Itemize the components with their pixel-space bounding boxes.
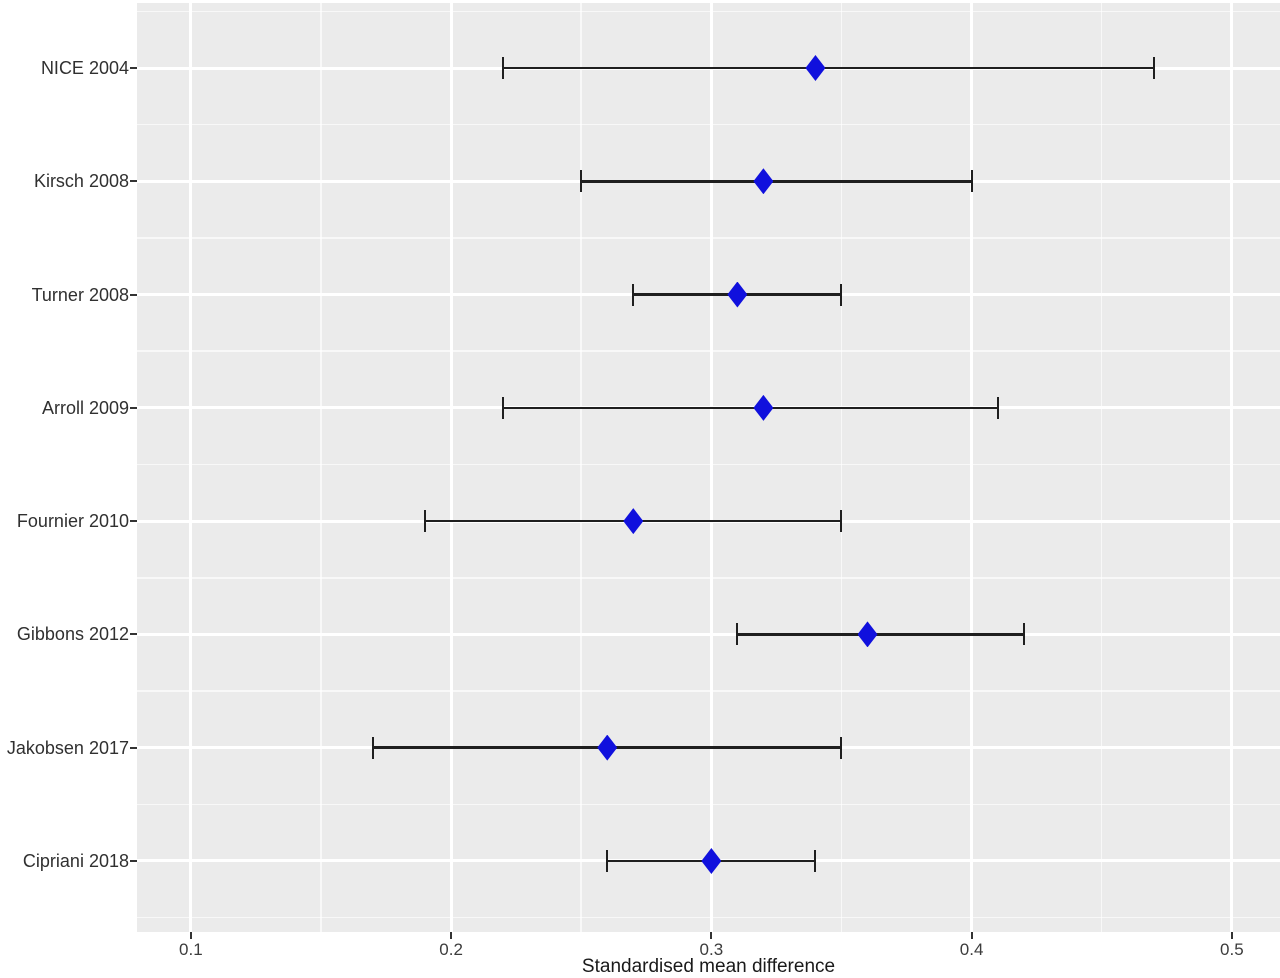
gridline-minor-horizontal [137,916,1280,919]
gridline-major-vertical [1230,3,1234,932]
y-axis-label: NICE 2004 [40,58,129,78]
y-axis-label: Jakobsen 2017 [6,737,129,758]
gridline-major-horizontal [137,632,1280,636]
gridline-minor-horizontal [137,10,1280,13]
y-axis-tick [130,180,137,183]
x-axis-tick-label: 0.3 [699,940,724,959]
point-diamond [753,168,774,195]
errorbar-cap-right [840,736,843,759]
gridline-major-vertical [449,3,453,932]
y-axis-label: Turner 2008 [31,284,129,305]
point-diamond [597,734,618,761]
errorbar-line [737,633,1024,636]
y-axis-label: Arroll 2009 [41,397,129,418]
errorbar-line [581,180,972,183]
errorbar-cap-right [1152,57,1155,79]
x-axis-tick-label: 0.5 [1220,940,1244,959]
x-axis-tick [450,932,453,939]
gridline-minor-horizontal [137,350,1280,352]
gridline-minor-vertical [580,3,582,932]
errorbar-cap-right [996,396,999,419]
errorbar-cap-right [840,510,843,533]
gridline-major-vertical [709,3,713,932]
errorbar-cap-left [632,283,635,306]
y-axis-tick [130,520,137,523]
point-diamond [805,55,826,81]
errorbar-line [503,406,998,410]
gridline-minor-vertical [840,3,843,932]
y-axis-label: Kirsch 2008 [33,171,129,192]
errorbar-cap-left [580,170,583,193]
x-axis-tick [970,932,973,939]
gridline-minor-horizontal [137,577,1280,579]
errorbar-cap-left [372,736,375,759]
errorbar-cap-right [970,170,973,193]
y-axis-label: Gibbons 2012 [16,624,129,645]
x-axis-tick-label: 0.2 [439,940,463,959]
errorbar-cap-right [840,283,843,306]
x-axis-tick-label: 0.4 [959,940,984,959]
gridline-minor-horizontal [137,123,1280,126]
gridline-minor-horizontal [137,803,1280,806]
y-axis-tick [130,406,137,409]
gridline-minor-horizontal [137,690,1280,692]
errorbar-cap-left [502,57,505,79]
errorbar-cap-left [606,849,609,872]
point-diamond [753,394,774,421]
point-diamond [623,508,644,535]
errorbar-cap-left [736,623,739,646]
errorbar-cap-left [502,396,505,419]
point-diamond [727,281,748,308]
gridline-minor-vertical [1100,3,1103,932]
y-axis-tick [130,633,137,636]
errorbar-line [503,66,1154,70]
x-axis-tick-label: 0.1 [179,940,203,959]
y-axis-tick [130,859,137,862]
gridline-minor-horizontal [137,463,1280,466]
errorbar-cap-left [424,510,427,533]
gridline-minor-horizontal [137,237,1280,239]
gridline-minor-vertical [320,3,322,932]
y-axis-label: Fournier 2010 [16,511,129,532]
y-axis-label: Cipriani 2018 [22,850,129,871]
y-axis-tick [130,67,137,69]
x-axis-tick [710,932,713,939]
gridline-major-vertical [189,3,193,932]
x-axis-title: Standardised mean difference [581,956,836,977]
plot-panel [137,3,1280,932]
point-diamond [701,847,722,874]
y-axis-tick [130,746,137,749]
point-diamond [857,621,878,648]
gridline-major-vertical [970,3,974,932]
errorbar-cap-right [814,849,817,872]
y-axis-tick [130,293,137,296]
x-axis-tick [189,932,192,939]
errorbar-cap-right [1022,623,1025,646]
x-axis-tick [1230,932,1233,939]
